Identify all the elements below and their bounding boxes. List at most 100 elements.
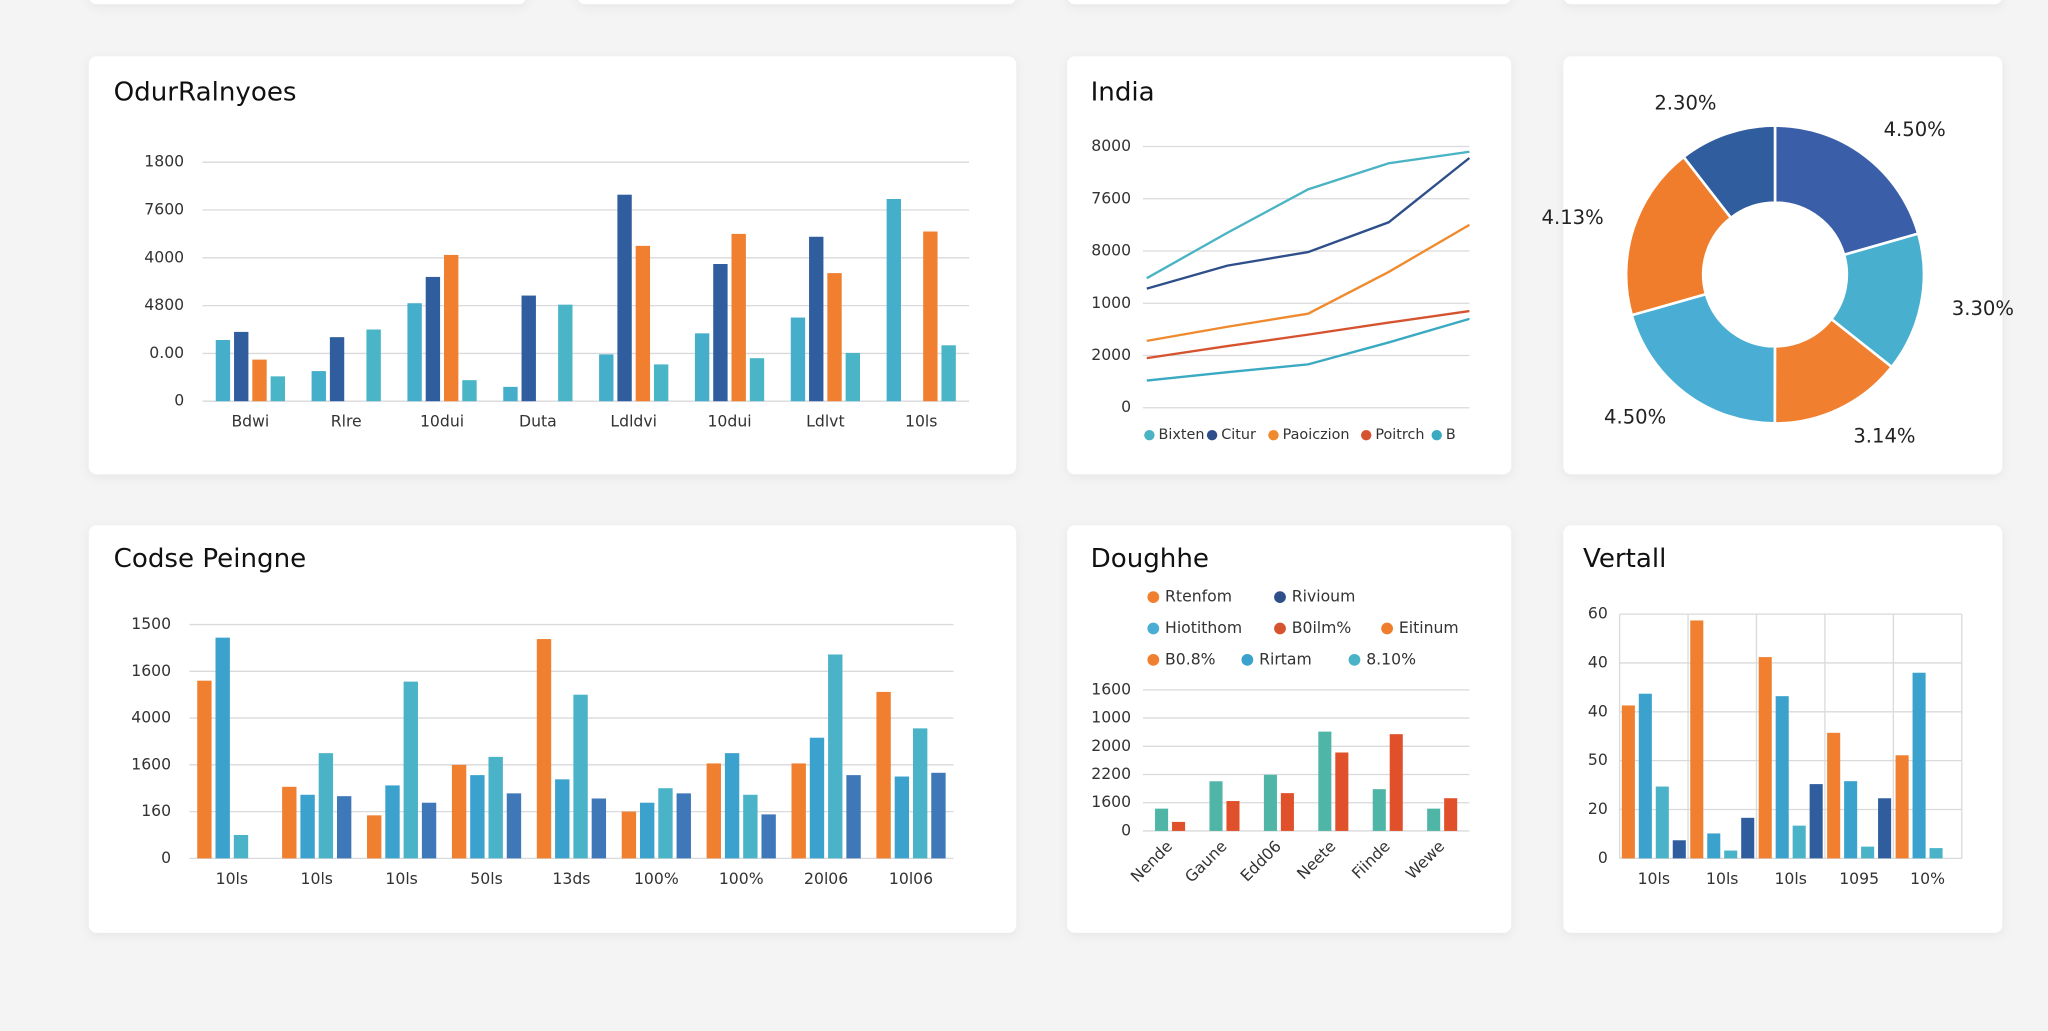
bar bbox=[1844, 781, 1858, 859]
bar bbox=[488, 756, 503, 859]
bar bbox=[827, 273, 842, 402]
legend-swatch bbox=[1268, 429, 1279, 441]
y-tick-label: 20 bbox=[1588, 799, 1608, 818]
bar bbox=[385, 785, 400, 859]
bar bbox=[1707, 833, 1721, 859]
y-tick-label: 1000 bbox=[1091, 708, 1131, 727]
legend-swatch bbox=[1348, 653, 1361, 666]
y-tick-label: 1000 bbox=[1091, 293, 1131, 312]
x-tick-label: 10ls bbox=[1774, 869, 1806, 888]
donut-segment bbox=[1630, 292, 1777, 425]
chart-title: Doughhe bbox=[1091, 544, 1209, 574]
bar bbox=[366, 329, 381, 402]
y-tick-label: 4800 bbox=[144, 295, 184, 314]
card bbox=[578, 0, 1016, 5]
x-tick-label: Ldlvt bbox=[806, 412, 844, 431]
y-tick-label: 4000 bbox=[131, 708, 171, 727]
data-label: 3.30% bbox=[1952, 297, 2014, 320]
y-tick-label: 7600 bbox=[144, 199, 184, 218]
y-tick-label: 1800 bbox=[144, 152, 184, 171]
bar bbox=[1226, 801, 1240, 831]
bar bbox=[658, 788, 673, 859]
bar bbox=[1690, 620, 1704, 859]
bar bbox=[555, 779, 570, 859]
legend-label: 8.10% bbox=[1366, 649, 1416, 668]
bar bbox=[761, 814, 776, 859]
donut-segment bbox=[1624, 155, 1733, 317]
legend-swatch bbox=[1144, 429, 1155, 441]
card bbox=[1067, 56, 1512, 475]
bar bbox=[318, 753, 334, 859]
bar bbox=[521, 295, 536, 402]
x-tick-label: 20l06 bbox=[804, 869, 848, 888]
bar bbox=[876, 691, 891, 859]
line bbox=[1146, 317, 1470, 382]
x-tick-label: 10ls bbox=[905, 412, 937, 431]
bar bbox=[336, 796, 352, 859]
bar bbox=[1929, 848, 1943, 859]
y-tick-label: 2200 bbox=[1091, 764, 1131, 783]
chart-title: OdurRalnyoes bbox=[114, 77, 297, 107]
y-tick-label: 7600 bbox=[1091, 188, 1131, 207]
bar bbox=[462, 380, 477, 402]
bar bbox=[367, 815, 382, 859]
bar bbox=[1792, 825, 1806, 859]
y-tick-label: 1600 bbox=[131, 754, 171, 773]
x-tick-label: 100% bbox=[719, 869, 764, 888]
y-tick-label: 50 bbox=[1588, 750, 1608, 769]
y-tick-label: 160 bbox=[141, 801, 171, 820]
bar bbox=[845, 352, 860, 402]
bar bbox=[1724, 850, 1738, 859]
bar bbox=[234, 331, 249, 402]
y-tick-label: 0.00 bbox=[149, 343, 184, 362]
bar bbox=[591, 798, 607, 859]
y-tick-label: 0 bbox=[1121, 820, 1131, 839]
bar bbox=[444, 254, 459, 402]
x-tick-label: Bdwi bbox=[231, 412, 269, 431]
chart-title: Codse Peingne bbox=[114, 544, 307, 574]
x-tick-label: 10ls bbox=[1706, 869, 1738, 888]
x-tick-label: 10dui bbox=[420, 412, 464, 431]
bar bbox=[886, 199, 901, 402]
bar bbox=[713, 264, 728, 402]
bar bbox=[1155, 808, 1169, 831]
y-tick-label: 1500 bbox=[131, 614, 171, 633]
bar bbox=[941, 345, 956, 402]
bar bbox=[1209, 781, 1223, 831]
bar bbox=[617, 194, 632, 402]
bar bbox=[749, 358, 765, 402]
data-label: 4.50% bbox=[1884, 118, 1946, 141]
data-label: 4.13% bbox=[1542, 206, 1604, 229]
bar bbox=[197, 680, 212, 859]
bar bbox=[846, 775, 861, 859]
y-tick-label: 2000 bbox=[1091, 736, 1131, 755]
y-tick-label: 4000 bbox=[144, 247, 184, 266]
legend-label: Paoiczion bbox=[1283, 427, 1350, 443]
bar bbox=[1621, 705, 1635, 859]
bar bbox=[300, 794, 315, 859]
x-tick-label: Ldldvi bbox=[610, 412, 657, 431]
y-tick-label: 1600 bbox=[1091, 792, 1131, 811]
bar bbox=[1758, 657, 1772, 859]
bar bbox=[706, 763, 721, 859]
chart-title: Vertall bbox=[1583, 544, 1666, 574]
bar bbox=[676, 793, 691, 859]
legend-label: Eitinum bbox=[1399, 618, 1459, 637]
x-tick-label: 1095 bbox=[1839, 869, 1879, 888]
bar bbox=[1427, 808, 1441, 831]
y-tick-label: 8000 bbox=[1091, 136, 1131, 155]
bar bbox=[252, 359, 267, 402]
x-tick-label: Duta bbox=[519, 412, 557, 431]
bar bbox=[536, 639, 552, 859]
bar bbox=[894, 776, 910, 859]
donut-segment bbox=[1773, 124, 1920, 257]
bar bbox=[923, 231, 938, 402]
line bbox=[1146, 150, 1470, 280]
bar bbox=[809, 737, 825, 859]
bar bbox=[329, 337, 345, 402]
line bbox=[1146, 223, 1470, 343]
line bbox=[1146, 157, 1471, 290]
legend-label: Poitrch bbox=[1375, 427, 1424, 443]
bar bbox=[407, 303, 422, 402]
